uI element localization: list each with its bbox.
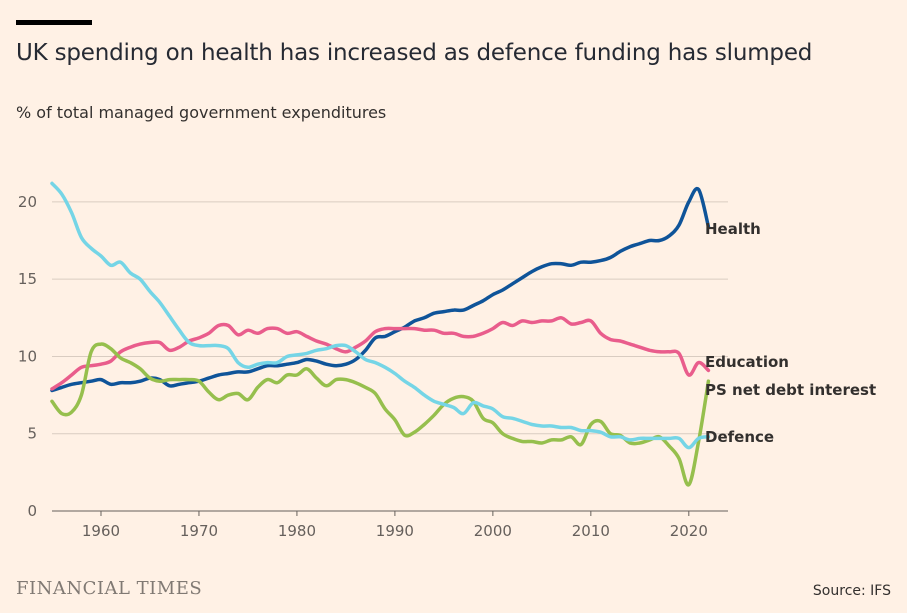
x-tick-label: 2010 (572, 522, 610, 540)
series-label-health: Health (705, 220, 761, 238)
x-tick-label: 2000 (474, 522, 512, 540)
series-label-defence: Defence (705, 428, 774, 446)
x-tick-label: 1980 (278, 522, 316, 540)
chart-title: UK spending on health has increased as d… (16, 40, 813, 66)
grid (52, 201, 728, 435)
y-axis-ticks: 0 5 10 15 20 (18, 193, 37, 520)
x-tick-label: 1960 (82, 522, 120, 540)
y-tick-label: 5 (27, 425, 37, 443)
x-tick-label: 1990 (376, 522, 414, 540)
y-tick-label: 20 (18, 193, 37, 211)
x-tick-label: 1970 (180, 522, 218, 540)
y-tick-label: 10 (18, 347, 37, 365)
chart-subtitle: % of total managed government expenditur… (16, 103, 387, 122)
y-tick-label: 15 (18, 270, 37, 288)
x-axis: 1960 1970 1980 1990 2000 2010 2020 (52, 510, 728, 540)
series-line-ps-net-debt-interest (50, 342, 711, 487)
series-line-education (50, 316, 711, 391)
brand-accent-bar (16, 20, 92, 25)
series-labels: Health Education PS net debt interest Defen… (705, 220, 876, 446)
source-note: Source: IFS (812, 583, 891, 599)
series-line-defence (50, 181, 711, 450)
series-label-ps-net-debt-interest: PS net debt interest (705, 381, 876, 399)
series-label-education: Education (705, 353, 789, 371)
series-lines (50, 181, 711, 487)
publisher-logo: FINANCIAL TIMES (16, 578, 203, 599)
y-tick-label: 0 (27, 502, 37, 520)
x-tick-label: 2020 (670, 522, 708, 540)
